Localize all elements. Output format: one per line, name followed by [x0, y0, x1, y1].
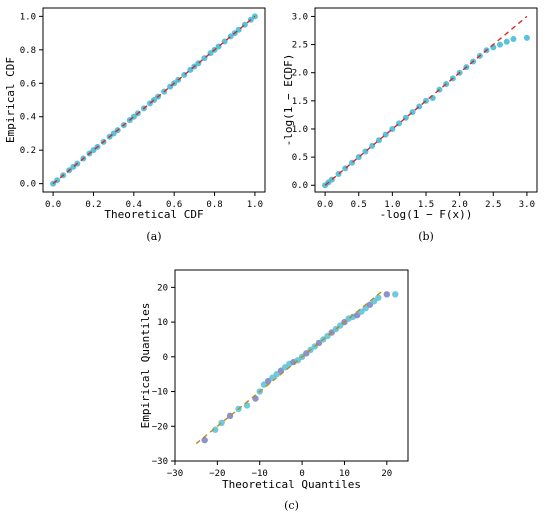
data-point	[523, 34, 530, 41]
x-tick-label: 0.6	[166, 200, 182, 210]
x-axis-label: -log(1 − F(x))	[380, 208, 473, 221]
y-tick-label: 1.0	[292, 125, 308, 135]
data-point	[383, 291, 391, 298]
x-tick-label: 0.8	[206, 200, 222, 210]
data-point	[392, 291, 399, 298]
y-tick-label: 3.0	[292, 12, 308, 22]
x-tick-label: 1.0	[384, 200, 400, 210]
x-tick-label: −20	[209, 469, 225, 479]
data-point	[503, 38, 510, 45]
y-tick-label: 1.0	[20, 12, 36, 22]
panel-label: (c)	[284, 499, 299, 512]
y-tick-label: 0.8	[20, 46, 36, 56]
y-tick-label: 0	[163, 353, 168, 363]
data-point	[375, 294, 382, 301]
y-tick-label: 0.5	[292, 153, 308, 163]
reference-line	[195, 290, 384, 445]
x-tick-label: 2.5	[485, 200, 501, 210]
x-tick-label: 0.4	[126, 200, 142, 210]
x-axis-label: Theoretical CDF	[104, 208, 203, 221]
y-axis-label: Empirical Quantiles	[139, 303, 152, 429]
x-tick-label: 0.0	[317, 200, 333, 210]
panel-c: −30 −20 −10 0 10 20 −30 −20 −10 0 10 20 Theoretical …	[139, 269, 409, 512]
data-point	[201, 436, 208, 444]
y-tick-label: 0.0	[292, 181, 308, 191]
x-tick-label: 0	[299, 469, 304, 479]
y-tick-label: 2.5	[292, 41, 308, 51]
x-tick-label: 0.0	[45, 200, 61, 210]
x-tick-label: 1.5	[418, 200, 434, 210]
x-tick-label: 0.2	[85, 200, 101, 210]
data-point	[353, 311, 361, 319]
plot-frame	[174, 269, 409, 462]
y-tick-label: 20	[157, 283, 168, 293]
data-point	[510, 35, 517, 42]
y-tick-label: 0.4	[20, 113, 36, 123]
x-tick-label: 0.5	[351, 200, 367, 210]
y-tick-label: −20	[152, 422, 168, 432]
x-tick-label: 2.0	[452, 200, 468, 210]
data-point	[265, 377, 272, 385]
y-tick-label: 10	[157, 318, 168, 328]
x-axis-label: Theoretical Quantiles	[222, 478, 361, 491]
y-tick-label: 1.5	[292, 97, 308, 107]
plot-frame	[42, 7, 266, 193]
x-tick-label: −10	[252, 469, 268, 479]
y-axis-label: -log(1 − ECDF)	[282, 54, 295, 147]
data-point	[273, 370, 280, 378]
panel-b: 0.0 0.5 1.0 1.5 2.0 2.5 3.0 0.0 0.5 1.0 1.5 2.0 2.5 3…	[282, 7, 538, 243]
y-tick-label: 0.2	[20, 146, 36, 156]
data-point	[212, 426, 219, 433]
data-point	[366, 301, 374, 308]
y-tick-label: 0.6	[20, 79, 36, 89]
x-tick-label: 3.0	[519, 200, 535, 210]
panel-label: (a)	[146, 230, 161, 243]
x-tick-label: −30	[167, 469, 183, 479]
x-tick-label: 10	[339, 469, 350, 479]
x-tick-label: 20	[381, 469, 392, 479]
y-tick-label: −30	[152, 457, 168, 467]
y-tick-label: −10	[152, 388, 168, 398]
reference-line	[324, 15, 528, 186]
x-tick-label: 1.0	[247, 200, 263, 210]
y-tick-label: 0.0	[20, 180, 36, 190]
panel-a: 0.0 0.2 0.4 0.6 0.8 1.0 0.0 0.2 0.4 0.6 0.8 1.0 Theo…	[4, 7, 266, 243]
y-axis-label: Empirical CDF	[4, 57, 17, 143]
data-point	[497, 41, 503, 48]
panel-label: (b)	[418, 230, 434, 243]
y-tick-label: 2.0	[292, 69, 308, 79]
reference-line	[52, 15, 256, 185]
